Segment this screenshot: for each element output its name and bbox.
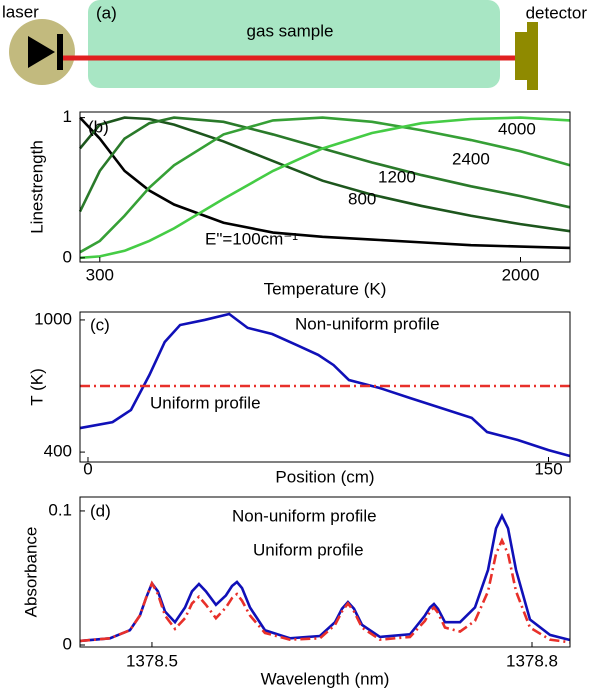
x-tick-label: 1378.8: [506, 651, 558, 670]
sample-label: gas sample: [247, 21, 334, 40]
y-axis-label: Absorbance: [21, 527, 40, 618]
series-line: [79, 116, 571, 250]
series-line: [79, 116, 571, 260]
y-tick-label: 0: [63, 247, 72, 266]
laser-label: laser: [2, 2, 39, 21]
laser-diode: [28, 36, 55, 68]
x-tick-label: 150: [534, 459, 562, 478]
series-line: [79, 537, 571, 644]
series-label: Uniform profile: [150, 393, 261, 412]
series-label: Non-uniform profile: [232, 506, 377, 525]
panel-label: (a): [96, 3, 117, 22]
y-tick-label: 0: [63, 634, 72, 653]
series-label: 2400: [452, 149, 490, 168]
x-tick-label: 1378.5: [126, 651, 178, 670]
series-label: E"=100cm⁻¹: [205, 229, 298, 248]
x-tick-label: 0: [83, 459, 92, 478]
x-tick-label: 2000: [502, 265, 540, 284]
series-line: [79, 116, 571, 254]
panel-label: (d): [90, 501, 111, 520]
detector-face: [515, 32, 527, 80]
series-label: Uniform profile: [253, 540, 364, 559]
series-label: 4000: [498, 119, 536, 138]
detector-body: [527, 22, 538, 90]
series-label: 1200: [378, 167, 416, 186]
y-tick-label: 400: [44, 442, 72, 461]
y-tick-label: 1000: [34, 309, 72, 328]
series-line: [79, 512, 571, 643]
x-axis-label: Wavelength (nm): [261, 669, 390, 688]
y-axis-label: Linestrength: [27, 140, 46, 234]
x-axis-label: Temperature (K): [264, 279, 387, 298]
series-line: [79, 116, 571, 233]
plot-frame: [79, 111, 571, 263]
y-tick-label: 0.1: [48, 500, 72, 519]
detector-label: detector: [526, 3, 588, 22]
x-axis-label: Position (cm): [275, 467, 374, 486]
panel-label: (b): [88, 117, 109, 136]
plot-frame: [79, 311, 571, 463]
x-tick-label: 300: [86, 265, 114, 284]
gas-cell: [88, 0, 500, 88]
y-tick-label: 1: [63, 107, 72, 126]
laser-diode-bar: [57, 34, 63, 70]
series-label: Non-uniform profile: [295, 314, 440, 333]
plot-frame: [79, 496, 571, 648]
series-line: [78, 116, 571, 213]
y-axis-label: T (K): [27, 368, 46, 405]
series-label: 800: [348, 189, 376, 208]
panel-label: (c): [90, 315, 110, 334]
series-line: [79, 312, 571, 458]
